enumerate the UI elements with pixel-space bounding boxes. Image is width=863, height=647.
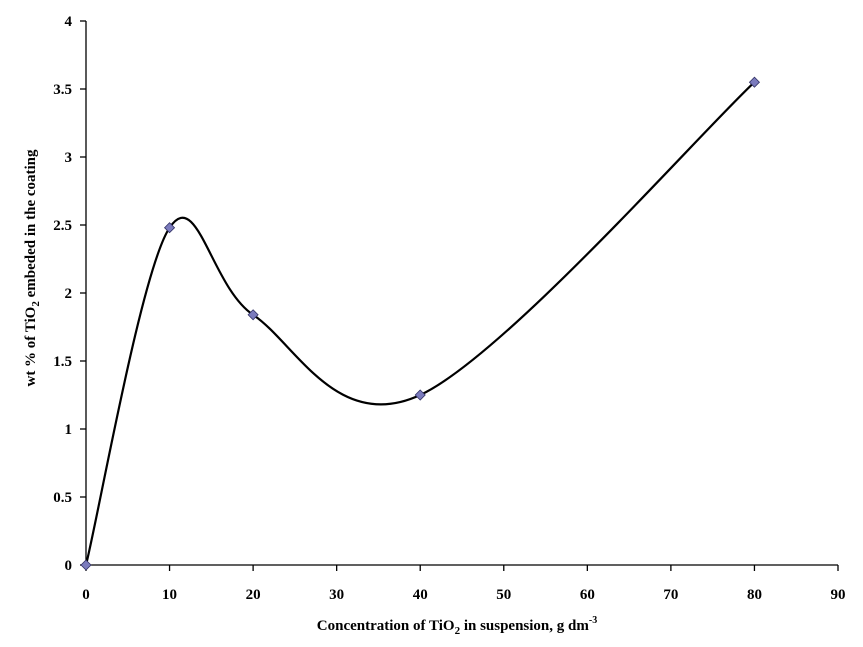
data-point-marker [748, 76, 761, 88]
x-tick-label: 60 [580, 587, 595, 603]
y-tick-label: 0 [65, 558, 73, 574]
y-tick-label: 1 [65, 422, 73, 438]
y-axis-title: wt % of TiO2 embeded in the coating [23, 149, 42, 387]
y-tick-label: 0.5 [53, 490, 72, 506]
y-axis-ticks: 0 0.5 1 1.5 2 2.5 3 3.5 4 [53, 14, 86, 574]
x-tick-label: 30 [329, 587, 344, 603]
y-tick-label: 4 [65, 14, 73, 30]
y-tick-label: 1.5 [53, 354, 72, 370]
plot-area [85, 21, 838, 566]
x-tick-label: 0 [82, 587, 90, 603]
y-tick-label: 3 [65, 150, 73, 166]
y-tick-label: 2 [65, 286, 73, 302]
y-tick-label: 3.5 [53, 82, 72, 98]
x-axis-ticks: 0 10 20 30 40 50 60 70 80 90 [82, 565, 846, 603]
x-tick-label: 20 [246, 587, 261, 603]
series-markers [80, 76, 761, 571]
series-line [84, 81, 756, 566]
x-tick-label: 90 [831, 587, 846, 603]
x-tick-label: 10 [162, 587, 177, 603]
x-tick-label: 70 [663, 587, 678, 603]
y-tick-label: 2.5 [53, 218, 72, 234]
x-axis-title: Concentration of TiO2 in suspension, g d… [317, 615, 597, 637]
data-point-marker [80, 559, 92, 571]
data-point-marker [163, 222, 176, 234]
x-tick-label: 40 [413, 587, 428, 603]
x-tick-label: 80 [747, 587, 762, 603]
data-point-marker [247, 309, 259, 321]
data-point-marker [414, 389, 426, 401]
x-tick-label: 50 [496, 587, 511, 603]
